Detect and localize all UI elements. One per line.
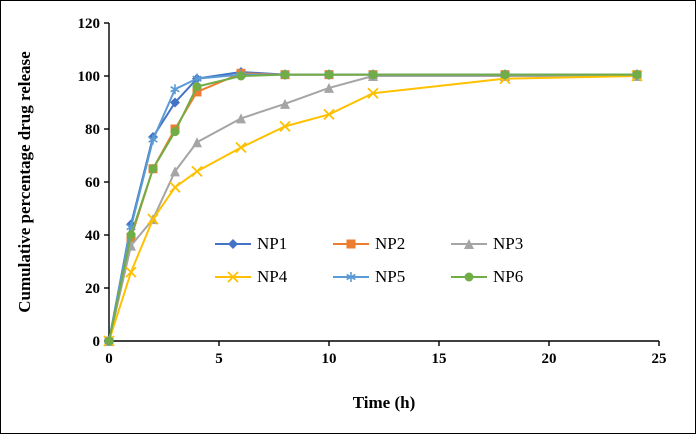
legend-item-NP4: NP4 [215, 267, 333, 287]
y-axis-label: Cumulative percentage drug release [15, 51, 34, 313]
legend-label: NP4 [257, 266, 288, 286]
legend-item-NP3: NP3 [451, 234, 569, 254]
x-tick-label: 0 [105, 351, 113, 367]
diamond-marker-icon [228, 238, 238, 249]
x-tick-label: 15 [432, 351, 447, 367]
legend-item-NP6: NP6 [451, 267, 569, 287]
circle-marker-icon [632, 70, 642, 80]
legend-item-NP5: NP5 [333, 267, 451, 287]
series-line-NP5 [108, 73, 637, 342]
x-marker-icon [147, 213, 159, 225]
series-markers-NP6 [104, 70, 642, 346]
diamond-marker-icon [170, 97, 180, 108]
legend-label: NP2 [375, 233, 406, 253]
asterisk-marker-icon [170, 84, 180, 95]
triangle-marker-icon [280, 98, 290, 109]
asterisk-marker-icon [192, 73, 202, 84]
series-markers-NP1 [104, 67, 642, 346]
circle-marker-icon [280, 70, 290, 80]
asterisk-marker-icon [346, 271, 356, 282]
x-marker-icon [323, 108, 335, 121]
legend: NP1 NP2 NP3 NP4 NP5 NP6 [215, 227, 569, 293]
x-marker-icon [169, 181, 181, 193]
triangle-marker-icon [170, 166, 180, 177]
y-tick-label: 60 [85, 175, 100, 191]
x-tick-label: 20 [542, 351, 557, 367]
x-marker-icon [191, 165, 203, 178]
circle-marker-icon [464, 272, 474, 281]
y-tick-label: 20 [85, 281, 100, 297]
triangle-marker-icon [192, 137, 202, 148]
series-line-NP2 [108, 72, 637, 342]
triangle-marker-icon [464, 238, 474, 249]
x-tick-label: 25 [652, 351, 667, 367]
circle-marker-icon [500, 70, 510, 80]
x-marker-icon [227, 270, 239, 283]
series-line-NP1 [108, 71, 637, 342]
asterisk-marker-icon [148, 134, 158, 145]
legend-marker-icon [333, 239, 369, 248]
y-tick-label: 80 [85, 122, 100, 138]
legend-label: NP6 [493, 266, 524, 286]
x-marker-icon [279, 120, 291, 132]
x-axis-label: Time (h) [352, 393, 416, 412]
circle-marker-icon [236, 71, 246, 81]
legend-item-NP2: NP2 [333, 234, 451, 254]
legend-label: NP3 [493, 233, 524, 253]
square-marker-icon [192, 87, 202, 97]
circle-marker-icon [126, 230, 136, 240]
circle-marker-icon [324, 70, 334, 80]
x-tick-label: 5 [215, 351, 223, 367]
legend-marker-icon [333, 271, 369, 282]
triangle-marker-icon [324, 82, 334, 93]
legend-label: NP5 [375, 266, 406, 286]
square-marker-icon [346, 239, 356, 248]
circle-marker-icon [104, 336, 114, 346]
y-tick-label: 0 [93, 334, 101, 350]
series-line-NP4 [108, 75, 638, 342]
y-tick-label: 120 [78, 16, 101, 32]
series-line-NP3 [108, 75, 637, 342]
legend-item-NP1: NP1 [215, 234, 333, 254]
triangle-marker-icon [236, 113, 246, 124]
legend-marker-icon [215, 238, 251, 249]
circle-marker-icon [170, 127, 180, 137]
x-tick-label: 10 [322, 351, 337, 367]
legend-marker-icon [451, 272, 487, 281]
circle-marker-icon [148, 164, 158, 174]
legend-label: NP1 [257, 233, 288, 253]
series-line-NP6 [108, 73, 637, 342]
y-tick-label: 40 [85, 228, 100, 244]
x-marker-icon [367, 87, 379, 99]
legend-marker-icon [451, 238, 487, 249]
circle-marker-icon [368, 70, 378, 80]
x-marker-icon [235, 141, 247, 154]
y-tick-label: 100 [78, 69, 101, 85]
x-marker-icon [125, 266, 137, 278]
legend-marker-icon [215, 270, 251, 283]
circle-marker-icon [192, 82, 202, 92]
